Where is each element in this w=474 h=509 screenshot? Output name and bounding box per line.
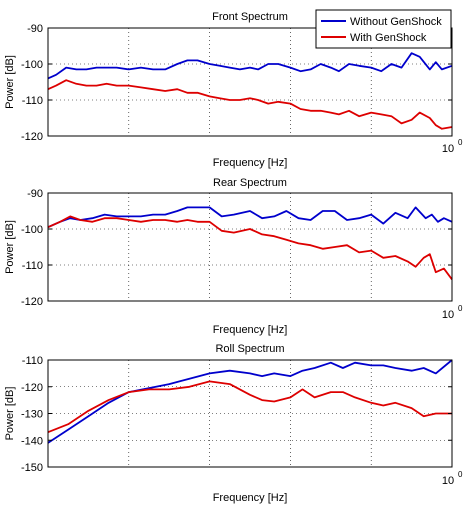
legend-entry: Without GenShock bbox=[350, 16, 442, 28]
chart-panel-0: -90 -100 -110 -120 10 0 Front Spectrum Frequenc… bbox=[4, 9, 463, 169]
y-tick-label: -120 bbox=[21, 382, 43, 394]
series-line-without-genshock bbox=[47, 206, 453, 229]
y-tick-label: -100 bbox=[21, 224, 43, 236]
y-tick-label: -110 bbox=[22, 95, 43, 107]
y-tick-label: -130 bbox=[21, 409, 43, 421]
plot-area bbox=[48, 193, 452, 301]
series-line-without-genshock bbox=[47, 52, 453, 80]
y-axis-label: Power [dB] bbox=[4, 220, 16, 274]
y-tick-label: -120 bbox=[21, 296, 43, 308]
y-tick-label: -100 bbox=[21, 59, 43, 71]
x-tick-label: 10 bbox=[442, 309, 454, 321]
series-line-with-genshock bbox=[47, 79, 453, 130]
x-axis-label: Frequency [Hz] bbox=[213, 324, 288, 336]
chart-title: Front Spectrum bbox=[212, 11, 288, 23]
x-tick-exponent: 0 bbox=[458, 470, 463, 479]
series-line-with-genshock bbox=[47, 215, 453, 280]
x-tick-exponent: 0 bbox=[458, 304, 463, 313]
x-axis-label: Frequency [Hz] bbox=[213, 492, 288, 504]
x-axis-label: Frequency [Hz] bbox=[213, 157, 288, 169]
y-tick-label: -90 bbox=[27, 188, 43, 200]
x-tick-label: 10 bbox=[442, 475, 454, 487]
chart-title: Roll Spectrum bbox=[215, 343, 284, 355]
legend-entry: With GenShock bbox=[350, 32, 427, 44]
y-tick-label: -150 bbox=[21, 462, 43, 474]
chart-title: Rear Spectrum bbox=[213, 177, 287, 189]
axes-box bbox=[47, 192, 453, 302]
legend: Without GenShock With GenShock bbox=[315, 9, 452, 49]
y-axis-label: Power [dB] bbox=[4, 55, 16, 109]
x-tick-exponent: 0 bbox=[458, 138, 463, 147]
axes-box bbox=[47, 27, 453, 137]
y-tick-label: -120 bbox=[21, 131, 43, 143]
x-tick-label: 10 bbox=[442, 143, 454, 155]
series-line-with-genshock bbox=[47, 380, 452, 434]
chart-panel-2: -110 -120 -130 -140 -150 10 0 Roll Spectrum Freq… bbox=[4, 343, 463, 504]
y-tick-label: -140 bbox=[21, 435, 43, 447]
y-tick-label: -110 bbox=[22, 260, 43, 272]
chart-panel-1: -90 -100 -110 -120 10 0 Rear Spectrum Frequency… bbox=[4, 177, 463, 336]
legend-box bbox=[315, 9, 452, 49]
y-axis-label: Power [dB] bbox=[4, 387, 16, 441]
y-tick-label: -110 bbox=[22, 355, 43, 367]
y-tick-label: -90 bbox=[27, 23, 43, 35]
